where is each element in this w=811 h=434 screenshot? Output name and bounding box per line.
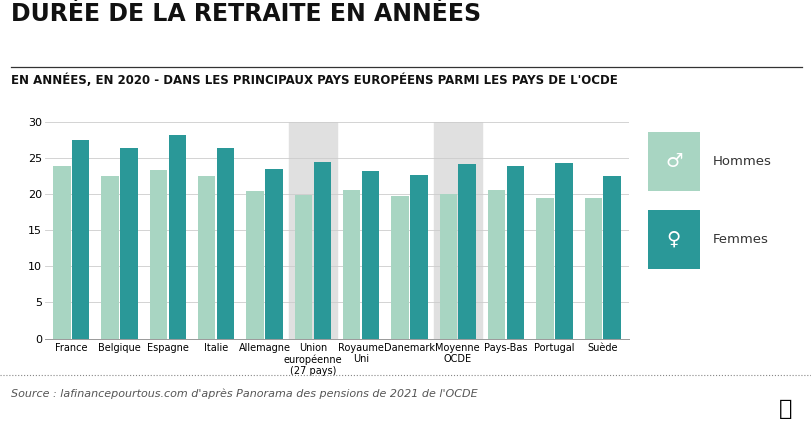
Bar xyxy=(433,122,482,339)
Bar xyxy=(391,196,408,339)
Bar xyxy=(120,148,138,339)
Bar xyxy=(294,195,311,339)
Bar xyxy=(342,190,360,339)
Bar xyxy=(246,191,264,339)
Text: EN ANNÉES, EN 2020 - DANS LES PRINCIPAUX PAYS EUROPÉENS PARMI LES PAYS DE L'OCDE: EN ANNÉES, EN 2020 - DANS LES PRINCIPAUX… xyxy=(11,74,616,87)
Bar xyxy=(101,176,118,339)
Bar xyxy=(487,190,504,339)
Bar xyxy=(313,162,331,339)
Text: DURÉE DE LA RETRAITE EN ANNÉES: DURÉE DE LA RETRAITE EN ANNÉES xyxy=(11,2,480,26)
Text: ♀: ♀ xyxy=(666,230,680,249)
FancyBboxPatch shape xyxy=(647,210,699,269)
Text: 🌳: 🌳 xyxy=(779,399,792,419)
Bar xyxy=(555,163,572,339)
Bar xyxy=(535,198,553,339)
Bar xyxy=(288,122,337,339)
Bar xyxy=(362,171,379,339)
Text: Source : lafinancepourtous.com d'après Panorama des pensions de 2021 de l'OCDE: Source : lafinancepourtous.com d'après P… xyxy=(11,388,477,399)
Bar xyxy=(439,194,457,339)
Bar xyxy=(72,140,89,339)
Text: Femmes: Femmes xyxy=(712,233,768,246)
Bar xyxy=(149,170,167,339)
Text: ♂: ♂ xyxy=(664,152,682,171)
Bar xyxy=(410,175,427,339)
Bar xyxy=(217,148,234,339)
Bar xyxy=(458,164,475,339)
Bar xyxy=(53,166,71,339)
Bar xyxy=(584,198,601,339)
Bar xyxy=(506,166,524,339)
FancyBboxPatch shape xyxy=(647,132,699,191)
Bar xyxy=(603,177,620,339)
Text: Hommes: Hommes xyxy=(712,155,771,168)
Bar xyxy=(198,176,215,339)
Bar xyxy=(265,169,282,339)
Bar xyxy=(169,135,186,339)
